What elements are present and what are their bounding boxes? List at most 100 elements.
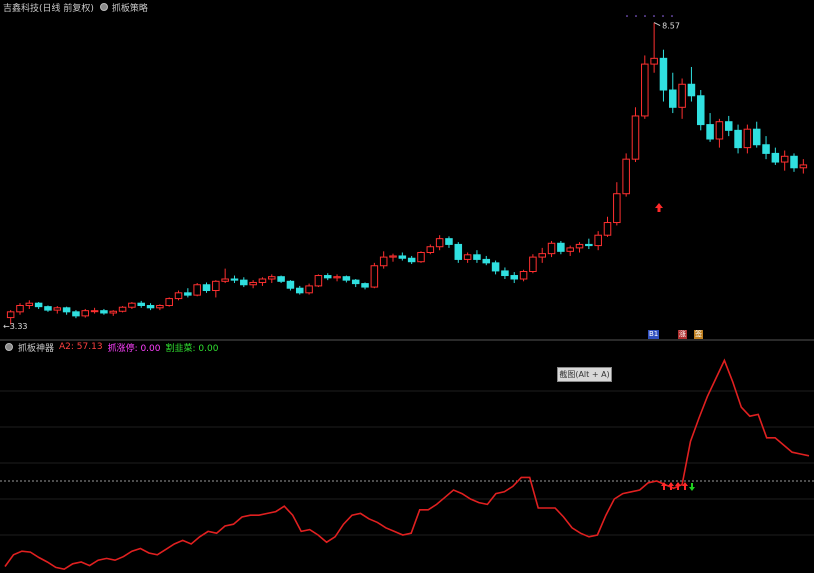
candle-body	[221, 278, 229, 282]
candle-body	[128, 302, 136, 308]
candle-body	[351, 279, 360, 285]
candle-body	[193, 284, 201, 296]
candle-body	[613, 193, 621, 224]
candle-body	[202, 284, 211, 292]
candle-body	[622, 158, 630, 195]
a2-line	[4, 358, 810, 571]
chart-titlebar: 吉鑫科技(日线 前复权) 抓板策略	[0, 0, 814, 14]
candle-body	[249, 281, 257, 286]
signal-tag-rise[interactable]: 涨	[678, 330, 687, 339]
high-pointer	[653, 22, 661, 27]
candle-body	[538, 253, 546, 258]
candle-body	[109, 310, 118, 314]
candle-body	[100, 310, 108, 314]
candle-body	[594, 234, 602, 247]
candle-body	[790, 155, 798, 169]
signal-tag-b1[interactable]: B1	[648, 330, 660, 339]
candle-body	[156, 304, 164, 309]
candle-body	[706, 124, 714, 140]
candle-body	[482, 258, 491, 264]
indicator-name[interactable]: 抓板神器	[18, 343, 55, 354]
candle-body	[342, 276, 351, 281]
candle-body	[146, 304, 155, 309]
candle-body	[715, 121, 724, 140]
candle-body	[90, 310, 99, 313]
candle-body	[752, 128, 761, 146]
sell-arrow-icon	[689, 483, 695, 491]
top-marker	[626, 15, 628, 17]
gear-icon[interactable]	[99, 3, 108, 11]
candle-body	[53, 307, 62, 311]
candle-body	[212, 280, 220, 292]
pane-divider[interactable]	[0, 339, 814, 341]
indicator-chart[interactable]	[0, 353, 814, 573]
candle-body	[62, 307, 71, 313]
candle-body	[603, 222, 612, 236]
candle-body	[286, 280, 295, 289]
candle-body	[669, 89, 677, 108]
candle-body	[426, 246, 435, 253]
candle-body	[72, 311, 80, 317]
candle-body	[734, 129, 742, 149]
candle-body	[566, 247, 574, 252]
top-marker	[671, 15, 673, 17]
candle-body	[463, 254, 472, 260]
candle-body	[370, 265, 379, 288]
candle-body	[417, 251, 425, 263]
candle-body	[137, 302, 145, 306]
candle-body	[696, 95, 705, 126]
top-marker	[635, 15, 637, 17]
candle-body	[435, 238, 444, 248]
candle-body	[16, 304, 24, 313]
low-label: ←3.33	[3, 322, 28, 331]
gear-icon[interactable]	[5, 343, 13, 351]
candle-body	[799, 164, 808, 169]
buy-arrow-icon	[661, 482, 667, 490]
candle-body	[575, 243, 584, 249]
candle-body	[529, 256, 537, 273]
candle-body	[407, 257, 416, 263]
top-marker	[653, 15, 655, 17]
candle-body	[762, 144, 770, 154]
stock-title[interactable]: 吉鑫科技(日线 前复权)	[3, 3, 94, 14]
candle-body	[585, 243, 593, 247]
candle-body	[230, 278, 239, 281]
buy-arrow-icon	[675, 482, 681, 490]
candle-body	[501, 270, 509, 277]
candle-body	[659, 57, 668, 91]
indicator-titlebar: 抓板神器 A2: 57.13 抓涨停: 0.00 割韭菜: 0.00	[0, 341, 814, 354]
candle-body	[398, 255, 407, 259]
candle-body	[641, 63, 649, 117]
candle-body	[118, 306, 127, 312]
candle-body	[81, 310, 90, 317]
signal-tag-sign[interactable]: 签	[694, 330, 703, 339]
candle-body	[333, 276, 341, 279]
candle-body	[743, 128, 752, 149]
candle-body	[314, 275, 323, 287]
top-marker	[662, 15, 664, 17]
candle-body	[389, 255, 397, 258]
candle-body	[771, 152, 780, 163]
candle-body	[650, 57, 658, 65]
top-marker	[644, 15, 646, 17]
candle-body	[473, 254, 481, 260]
buy-arrow-icon	[682, 482, 688, 490]
strategy-title[interactable]: 抓板策略	[111, 3, 148, 14]
candle-body	[174, 292, 183, 300]
candle-body	[34, 302, 43, 308]
screenshot-tooltip: 截图(Alt + A)	[557, 367, 612, 382]
candle-body	[510, 275, 519, 280]
candle-body	[631, 115, 640, 160]
candle-body	[491, 262, 500, 272]
candle-body	[557, 242, 565, 252]
candle-body	[361, 283, 369, 288]
candle-body	[258, 278, 267, 283]
buy-arrow-icon	[655, 203, 663, 212]
candle-body	[295, 287, 304, 294]
candle-body	[6, 311, 15, 319]
candle-body	[379, 256, 388, 267]
candle-body	[547, 242, 556, 255]
candle-body	[687, 83, 696, 97]
candle-body	[268, 276, 276, 280]
candlestick-chart[interactable]: 8.57 ←3.33	[0, 14, 814, 339]
